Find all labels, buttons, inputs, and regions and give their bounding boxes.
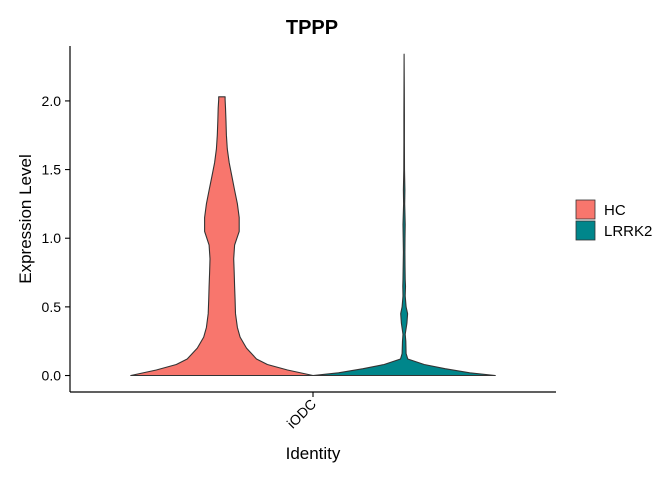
y-tick-label: 2.0 — [42, 93, 62, 109]
y-ticks: 0.0 0.5 1.0 1.5 2.0 — [42, 93, 70, 384]
y-tick-label: 1.0 — [42, 230, 62, 246]
legend-key-lrrk2 — [575, 220, 596, 241]
y-axis-title: Expression Level — [16, 154, 35, 283]
violin-lrrk2 — [312, 53, 496, 377]
x-tick-label: iODC — [284, 396, 320, 432]
y-tick-label: 0.0 — [42, 368, 62, 384]
chart-title: TPPP — [286, 17, 338, 39]
violin-group — [130, 53, 496, 377]
legend: HC LRRK2 — [575, 199, 652, 241]
y-tick-label: 0.5 — [42, 299, 62, 315]
legend-key-hc — [575, 199, 596, 220]
legend-label-lrrk2: LRRK2 — [604, 223, 652, 240]
x-ticks: iODC — [284, 392, 320, 432]
violin-hc — [130, 96, 314, 377]
y-tick-label: 1.5 — [42, 162, 62, 178]
x-axis-title: Identity — [286, 444, 341, 463]
legend-label-hc: HC — [604, 202, 626, 219]
